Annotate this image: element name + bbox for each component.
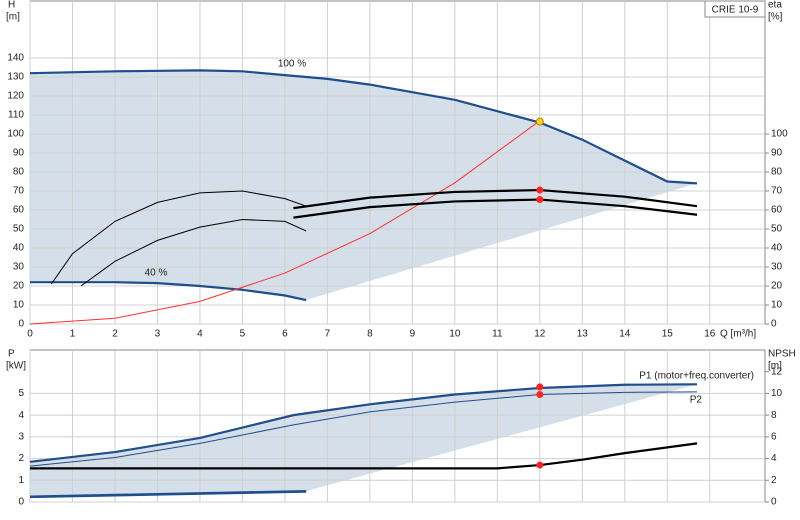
x-tick-label: 16 — [704, 329, 716, 340]
y2-tick-label: 10 — [771, 300, 783, 311]
x-tick-label: 3 — [155, 329, 161, 340]
y-tick-label: 2 — [18, 453, 24, 464]
x-tick-label: 15 — [662, 329, 674, 340]
x-axis-label: Q [m³/h] — [720, 329, 756, 340]
tag-box — [704, 0, 766, 18]
y-tick-label: 4 — [18, 410, 24, 421]
y2-axis-label: eta — [768, 0, 782, 11]
duty-point — [536, 461, 544, 469]
y-tick-label: 80 — [13, 167, 25, 178]
x-tick-label: 10 — [449, 329, 461, 340]
y2-tick-label: 0 — [771, 497, 777, 508]
y2-tick-label: 40 — [771, 243, 783, 254]
curve — [80, 218, 307, 287]
duty-point — [536, 196, 544, 204]
y2-tick-label: 4 — [771, 453, 777, 464]
x-tick-label: 5 — [240, 329, 246, 340]
x-tick-label: 6 — [282, 329, 288, 340]
y2-axis-unit: [m] — [768, 361, 782, 372]
y2-tick-label: 70 — [771, 186, 783, 197]
y-tick-label: 100 — [7, 129, 24, 140]
x-tick-label: 11 — [492, 329, 503, 340]
y-tick-label: 0 — [18, 497, 24, 508]
y-axis-label: H — [8, 0, 15, 11]
y2-tick-label: 60 — [771, 205, 783, 216]
y-tick-label: 0 — [18, 319, 24, 330]
curve — [29, 120, 541, 325]
y2-tick-label: 20 — [771, 281, 783, 292]
duty-point — [536, 186, 544, 194]
y-tick-label: 3 — [18, 431, 24, 442]
x-tick-label: 1 — [70, 329, 76, 340]
annotation: P1 (motor+freq.converter) — [639, 371, 754, 382]
curve — [30, 281, 307, 302]
y2-tick-label: 30 — [771, 262, 783, 273]
y-axis-label: P — [8, 349, 15, 360]
y2-axis-label: NPSH — [768, 349, 796, 360]
curve — [29, 391, 698, 467]
x-tick-label: 7 — [325, 329, 331, 340]
y2-tick-label: 10 — [771, 388, 783, 399]
y2-tick-label: 12 — [771, 366, 783, 377]
y2-tick-label: 50 — [771, 224, 783, 235]
y2-tick-label: 90 — [771, 148, 783, 159]
y-axis-unit: [kW] — [6, 361, 26, 372]
x-tick-label: 0 — [27, 329, 33, 340]
y-tick-label: 10 — [13, 300, 25, 311]
curve — [293, 188, 698, 210]
y-axis-unit: [m] — [6, 12, 20, 23]
y2-tick-label: 2 — [771, 475, 777, 486]
duty-point — [535, 117, 544, 126]
x-tick-label: 2 — [112, 329, 118, 340]
x-tick-label: 9 — [410, 329, 416, 340]
x-tick-label: 13 — [577, 329, 589, 340]
x-tick-label: 8 — [367, 329, 373, 340]
duty-point — [536, 383, 544, 391]
y2-axis-unit: [%] — [768, 12, 783, 23]
y2-tick-label: 6 — [771, 431, 777, 442]
x-tick-label: 4 — [197, 329, 203, 340]
y-tick-label: 30 — [13, 262, 25, 273]
y2-tick-label: 8 — [771, 410, 777, 421]
annotation: 100 % — [278, 59, 306, 70]
y-tick-label: 140 — [7, 53, 24, 64]
x-tick-label: 14 — [619, 329, 631, 340]
annotation: P2 — [690, 395, 703, 406]
y-tick-label: 40 — [13, 243, 25, 254]
y-tick-label: 20 — [13, 281, 25, 292]
curve — [50, 190, 307, 285]
y-tick-label: 70 — [13, 186, 25, 197]
tag: CRIE 10-9 — [712, 5, 759, 16]
y-tick-label: 5 — [18, 388, 24, 399]
y-tick-label: 60 — [13, 205, 25, 216]
annotation: 40 % — [145, 268, 168, 279]
y-tick-label: 110 — [8, 110, 24, 121]
y-tick-label: 130 — [7, 72, 24, 83]
curve — [29, 383, 698, 463]
y2-tick-label: 80 — [771, 167, 783, 178]
x-tick-label: 12 — [534, 329, 546, 340]
y-tick-label: 1 — [18, 475, 24, 486]
curve — [29, 490, 307, 498]
duty-point — [536, 391, 544, 399]
y-tick-label: 120 — [7, 91, 24, 102]
y2-tick-label: 100 — [771, 129, 788, 140]
curve — [29, 69, 698, 185]
y-tick-label: 90 — [13, 148, 25, 159]
curve — [29, 491, 307, 499]
y2-tick-label: 0 — [771, 319, 777, 330]
curve — [293, 198, 698, 219]
y-tick-label: 50 — [13, 224, 25, 235]
